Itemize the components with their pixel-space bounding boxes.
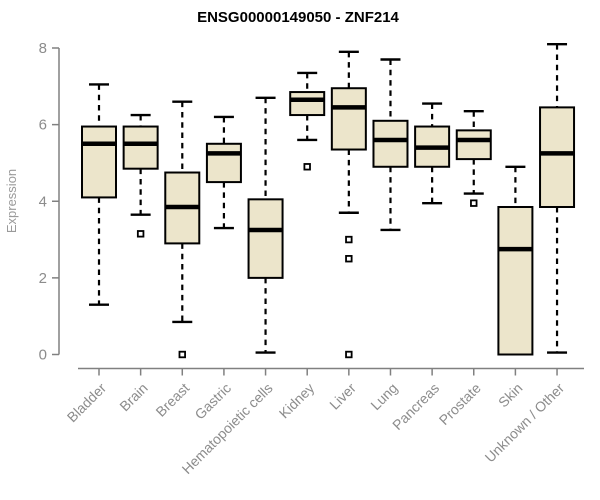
iqr-box-prostate <box>455 129 492 161</box>
boxplot-breast <box>164 100 201 359</box>
x-tick-label-bladder: Bladder <box>64 380 110 426</box>
boxplot-bladder <box>81 83 117 306</box>
boxplot-kidney <box>289 71 326 171</box>
outlier-marker-liver <box>345 350 353 359</box>
outlier-marker-prostate <box>470 199 478 207</box>
x-tick-label-prostate: Prostate <box>436 380 484 428</box>
x-tick-label-skin: Skin <box>495 380 526 411</box>
iqr-box-unknown-other <box>539 106 576 208</box>
outlier-marker-liver <box>345 235 353 244</box>
iqr-box-kidney <box>289 91 326 117</box>
y-tick-label: 6 <box>39 117 47 134</box>
x-tick-label-kidney: Kidney <box>276 380 318 422</box>
boxplot-hematopoietic-cells <box>247 96 284 354</box>
boxplot-pancreas <box>414 102 451 205</box>
y-axis-label: Expression <box>4 169 19 233</box>
boxplot-liver <box>330 50 367 359</box>
y-tick-label: 2 <box>39 270 47 287</box>
boxplot-gastric <box>205 115 242 230</box>
iqr-box-liver <box>330 87 367 151</box>
outlier-marker-breast <box>178 350 186 359</box>
boxes-layer <box>81 42 576 359</box>
chart-title: ENSG00000149050 - ZNF214 <box>197 9 399 26</box>
iqr-box-gastric <box>205 142 242 184</box>
iqr-box-lung <box>372 119 409 168</box>
boxplot-skin <box>497 165 534 356</box>
outlier-marker-brain <box>136 230 145 238</box>
outlier-marker-liver <box>345 255 353 263</box>
iqr-box-hematopoietic-cells <box>247 198 284 279</box>
x-tick-label-liver: Liver <box>326 380 359 413</box>
boxplot-lung <box>372 58 409 232</box>
x-tick-label-unknown-other: Unknown / Other <box>482 380 568 466</box>
iqr-box-bladder <box>81 125 117 199</box>
outlier-marker-kidney <box>303 163 311 171</box>
iqr-box-skin <box>497 205 534 356</box>
boxplot-brain <box>122 113 159 238</box>
y-tick-label: 0 <box>39 347 47 364</box>
iqr-box-brain <box>122 125 159 170</box>
x-tick-label-breast: Breast <box>152 380 192 420</box>
x-tick-label-lung: Lung <box>367 380 400 413</box>
boxplot-prostate <box>455 110 492 207</box>
boxplot-unknown-other <box>539 42 576 354</box>
y-tick-label: 8 <box>39 40 47 57</box>
y-tick-label: 4 <box>39 193 47 210</box>
x-tick-label-brain: Brain <box>116 380 150 414</box>
